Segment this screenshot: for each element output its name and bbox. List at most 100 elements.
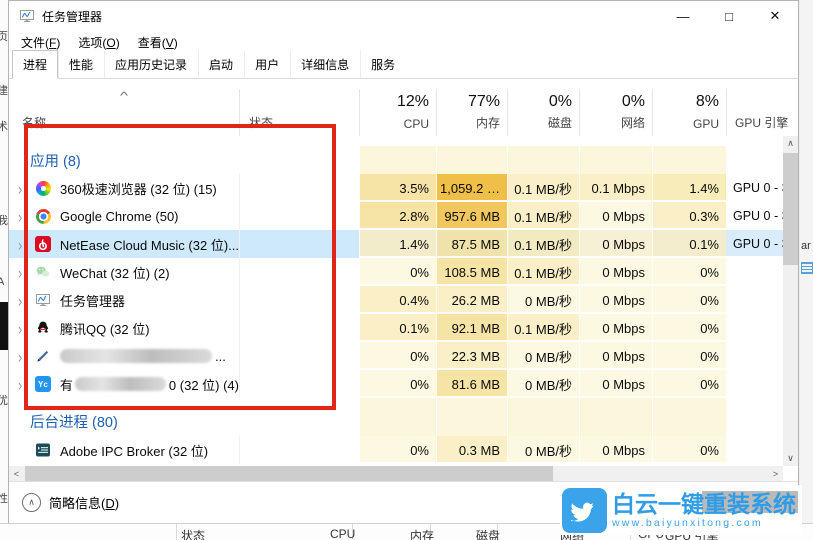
expand-chevron-icon[interactable]: › <box>18 206 23 226</box>
network-cell: 0 Mbps <box>579 314 652 342</box>
horizontal-scrollbar[interactable]: < > <box>9 466 783 481</box>
sort-ascending-icon: ^ <box>120 91 128 102</box>
column-header-name[interactable]: ^ 名称 <box>22 91 128 130</box>
disk-cell: 0.1 MB/秒 <box>507 258 579 286</box>
column-header-gpu[interactable]: 8% GPU <box>652 89 726 136</box>
disk-cell: 0 MB/秒 <box>507 286 579 314</box>
tab-startup[interactable]: 启动 <box>198 50 244 79</box>
cpu-cell: 0.4% <box>359 286 436 314</box>
tab-performance[interactable]: 性能 <box>58 50 104 79</box>
close-button[interactable]: ✕ <box>769 8 781 23</box>
table-row-partially-redacted[interactable]: › Yc 有 0 (32 位) (4) 0% 81.6 MB 0 MB/秒 0 Mbp… <box>9 370 783 398</box>
gpu-engine-cell: GPU 0 - 3 <box>726 202 783 230</box>
gpu-cell: 0.3% <box>652 202 726 230</box>
gpu-cell: 0% <box>652 286 726 314</box>
gpu-engine-cell: GPU 0 - 3 <box>726 230 783 258</box>
disk-cell: 0.1 MB/秒 <box>507 230 579 258</box>
column-header-network[interactable]: 0% 网络 <box>579 89 652 136</box>
gpu-cell: 1.4% <box>652 174 726 202</box>
minimize-button[interactable]: — <box>676 8 690 24</box>
menu-options[interactable]: 选项(O) <box>78 35 120 50</box>
cpu-cell: 0.1% <box>359 314 436 342</box>
network-cell: 0.1 Mbps <box>579 174 652 202</box>
gpu-cell: 0% <box>652 314 726 342</box>
scroll-down-icon[interactable]: ∨ <box>787 453 794 463</box>
memory-cell: 87.5 MB <box>436 230 507 258</box>
expand-chevron-icon[interactable]: › <box>18 234 23 254</box>
group-header-background-processes[interactable]: 后台进程 (80) <box>9 398 783 436</box>
background-text-fragment: 性 <box>0 490 8 506</box>
cpu-cell: 0% <box>359 342 436 370</box>
table-row-netease-selected[interactable]: › NetEase Cloud Music (32 位)... 1.4% 87.5… <box>9 230 783 258</box>
column-header-disk[interactable]: 0% 磁盘 <box>507 89 579 136</box>
column-header-status[interactable]: 状态 <box>239 89 359 136</box>
redacted-process-name <box>60 349 212 363</box>
column-header-memory[interactable]: 77% 内存 <box>436 89 507 136</box>
scroll-right-icon[interactable]: > <box>772 468 779 479</box>
task-manager-window: 任务管理器 — □ ✕ 文件(F) 选项(O) 查看(V) 进程 性能 应用历史… <box>8 0 799 523</box>
background-text-fragment: 页 <box>0 28 8 44</box>
scroll-left-icon[interactable]: < <box>13 468 20 479</box>
status-cell <box>239 286 359 314</box>
expand-chevron-icon[interactable]: › <box>18 374 23 394</box>
scroll-up-icon[interactable]: ∧ <box>787 138 794 148</box>
disk-cell: 0 MB/秒 <box>507 370 579 398</box>
tab-app-history[interactable]: 应用历史记录 <box>104 50 198 79</box>
process-name: 360极速浏览器 (32 位) (15) <box>60 181 217 197</box>
task-manager-icon <box>35 292 51 308</box>
status-cell <box>239 174 359 202</box>
table-row-chrome[interactable]: › Google Chrome (50) 2.8% 957.6 MB 0.1 MB… <box>9 202 783 230</box>
expand-chevron-icon[interactable]: › <box>18 262 23 282</box>
vertical-scrollbar[interactable]: ∧ ∨ <box>783 136 798 466</box>
collapse-circle-icon[interactable]: ∧ <box>22 493 41 512</box>
status-cell <box>239 342 359 370</box>
network-cell: 0 Mbps <box>579 202 652 230</box>
table-row-task-manager[interactable]: › 任务管理器 0.4% 26.2 MB 0 MB/秒 0 Mbps 0% <box>9 286 783 314</box>
status-cell <box>239 436 359 464</box>
vertical-scrollbar-thumb[interactable] <box>783 153 798 265</box>
background-text-fragment: 术 <box>0 118 8 134</box>
background-text-fragment: 我 <box>0 212 8 228</box>
browser-360-icon <box>35 180 51 196</box>
watermark-url: www.baiyunxitong.com <box>612 517 763 529</box>
background-column-label: 状态 <box>181 529 206 540</box>
table-row-wechat[interactable]: › WeChat (32 位) (2) 0% 108.5 MB 0.1 MB/秒 … <box>9 258 783 286</box>
tab-details[interactable]: 详细信息 <box>290 50 360 79</box>
column-header-row: ^ 名称 状态 12% CPU 77% 内存 0% 磁盘 0% 网络 8% GP… <box>9 89 788 137</box>
expand-chevron-icon[interactable]: › <box>18 318 23 338</box>
menu-view[interactable]: 查看(V) <box>137 35 178 50</box>
background-grid-icon <box>801 262 813 274</box>
gpu-engine-cell <box>726 314 783 342</box>
horizontal-scrollbar-thumb[interactable] <box>25 466 553 481</box>
memory-cell: 0.3 MB <box>436 436 507 464</box>
expand-chevron-icon[interactable]: › <box>18 178 23 198</box>
expand-chevron-icon[interactable]: › <box>18 290 23 310</box>
menu-file[interactable]: 文件(F) <box>21 35 61 50</box>
watermark: 白云一键重装系统 www.baiyunxitong.com <box>560 485 802 535</box>
table-row-qq[interactable]: › 腾讯QQ (32 位) 0.1% 92.1 MB 0.1 MB/秒 0 Mbp… <box>9 314 783 342</box>
column-header-cpu[interactable]: 12% CPU <box>359 89 436 136</box>
table-row-adobe-ipc-broker[interactable]: Adobe IPC Broker (32 位) 0% 0.3 MB 0 MB/秒… <box>9 436 783 464</box>
menu-bar: 文件(F) 选项(O) 查看(V) <box>9 31 798 53</box>
window-title: 任务管理器 <box>42 9 103 24</box>
disk-cell: 0 MB/秒 <box>507 342 579 370</box>
tab-processes[interactable]: 进程 <box>12 50 59 79</box>
fewer-details-toggle[interactable]: 简略信息(D) <box>49 496 120 511</box>
disk-cell: 0.1 MB/秒 <box>507 314 579 342</box>
tab-users[interactable]: 用户 <box>244 50 290 79</box>
process-table: 应用 (8) › 360极速浏览器 (32 位) (15) 3.5% 1,059.… <box>9 136 798 466</box>
background-text-fragment: 优 <box>0 392 8 408</box>
group-header-apps[interactable]: 应用 (8) <box>9 146 783 174</box>
expand-chevron-icon[interactable]: › <box>18 346 23 366</box>
process-name: NetEase Cloud Music (32 位)... <box>59 237 239 253</box>
table-row-360-browser[interactable]: › 360极速浏览器 (32 位) (15) 3.5% 1,059.2 … 0.1… <box>9 174 783 202</box>
network-cell: 0 Mbps <box>579 436 652 464</box>
maximize-button[interactable]: □ <box>725 8 733 24</box>
status-cell <box>239 370 359 398</box>
process-name: 腾讯QQ (32 位) <box>60 321 150 337</box>
pen-icon <box>35 348 51 364</box>
table-row-redacted[interactable]: ›... 0% 22.3 MB 0 MB/秒 0 Mbps 0% <box>9 342 783 370</box>
tab-services[interactable]: 服务 <box>360 50 406 79</box>
column-header-gpu-engine[interactable]: GPU 引擎 <box>726 89 788 136</box>
gpu-engine-cell <box>726 286 783 314</box>
